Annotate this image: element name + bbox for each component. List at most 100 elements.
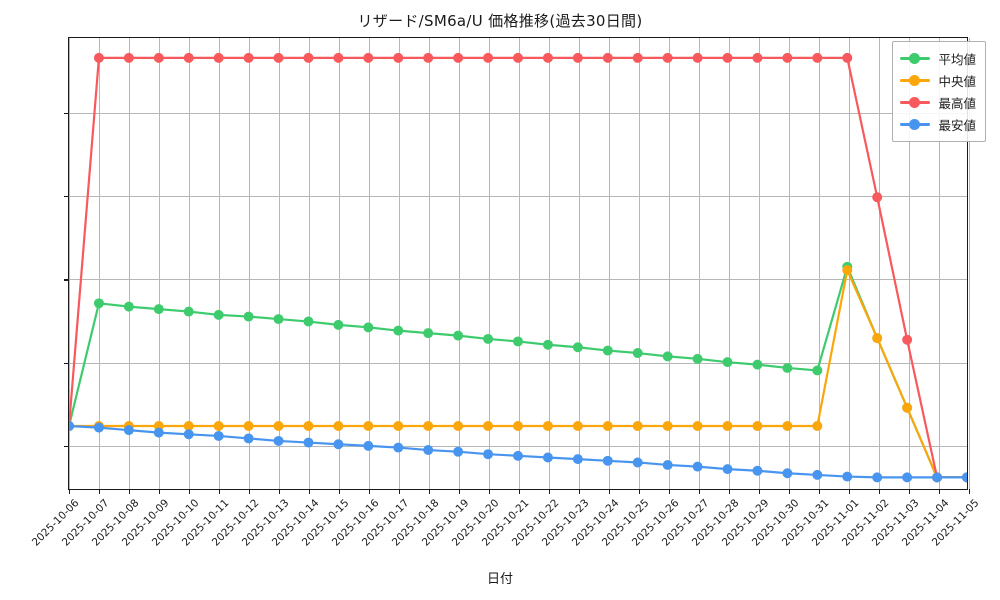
data-point <box>123 425 134 436</box>
legend-item-中央値[interactable]: 中央値 <box>900 69 976 91</box>
data-point <box>513 336 523 347</box>
data-point <box>183 429 194 440</box>
gridline-vertical <box>309 38 310 489</box>
data-point <box>423 445 434 456</box>
data-point <box>602 455 613 466</box>
gridline-vertical <box>69 38 70 489</box>
chart-title: リザード/SM6a/U 価格推移(過去30日間) <box>357 12 643 30</box>
x-tick-mark <box>489 489 491 494</box>
legend-marker-icon <box>900 51 931 65</box>
x-tick-mark <box>819 489 821 494</box>
x-tick-mark <box>129 489 131 494</box>
data-point <box>572 454 583 465</box>
x-tick-mark <box>669 489 671 494</box>
data-point <box>692 421 703 431</box>
gridline-vertical <box>789 38 790 489</box>
x-tick-mark <box>369 489 371 494</box>
data-point <box>662 459 673 470</box>
gridline-vertical <box>189 38 190 489</box>
legend-label: 最安値 <box>938 117 976 133</box>
data-point <box>632 348 643 359</box>
data-point <box>752 52 763 63</box>
y-tick-mark <box>64 279 69 281</box>
gridline-vertical <box>579 38 580 489</box>
grid-layer <box>69 38 970 489</box>
series-line <box>69 265 967 479</box>
x-tick-mark <box>939 489 941 494</box>
data-point <box>632 457 643 468</box>
data-point <box>273 314 284 325</box>
gridline-vertical <box>99 38 100 489</box>
data-point <box>902 402 913 413</box>
data-point <box>692 52 703 63</box>
gridline-vertical <box>429 38 430 489</box>
data-point <box>782 362 793 373</box>
gridline-vertical <box>609 38 610 489</box>
data-point <box>423 52 434 63</box>
data-point <box>213 309 224 320</box>
data-point <box>363 52 374 63</box>
data-point <box>243 311 254 322</box>
gridline-vertical <box>159 38 160 489</box>
data-point <box>453 52 464 63</box>
data-point <box>662 52 673 63</box>
data-point <box>752 359 763 370</box>
data-point <box>183 306 194 317</box>
data-point <box>303 437 314 448</box>
gridline-vertical <box>909 38 910 489</box>
gridline-vertical <box>639 38 640 489</box>
legend-item-平均値[interactable]: 平均値 <box>900 47 976 69</box>
gridline-vertical <box>489 38 490 489</box>
data-point <box>483 52 494 63</box>
x-tick-mark <box>699 489 701 494</box>
legend-label: 中央値 <box>938 73 976 89</box>
chart-legend: 平均値 中央値 最高値 最安値 <box>892 41 986 142</box>
x-tick-mark <box>789 489 791 494</box>
legend-label: 平均値 <box>938 51 976 67</box>
data-point <box>93 52 104 63</box>
data-point <box>542 452 553 463</box>
data-point <box>662 421 673 431</box>
gridline-vertical <box>219 38 220 489</box>
data-point <box>243 52 254 63</box>
x-tick-mark <box>429 489 431 494</box>
series-最高値 <box>69 52 967 483</box>
y-tick-mark <box>64 362 69 364</box>
data-point <box>393 421 404 431</box>
data-point <box>303 316 314 327</box>
data-point <box>692 353 703 364</box>
gridline-vertical <box>699 38 700 489</box>
legend-item-最安値[interactable]: 最安値 <box>900 113 976 135</box>
data-point <box>393 325 404 336</box>
series-layer <box>69 52 967 483</box>
data-point <box>363 421 374 431</box>
x-tick-mark <box>579 489 581 494</box>
x-tick-mark <box>759 489 761 494</box>
data-point <box>483 449 494 460</box>
legend-marker-icon <box>900 73 931 87</box>
gridline-vertical <box>129 38 130 489</box>
x-tick-mark <box>909 489 911 494</box>
series-最安値 <box>69 421 967 483</box>
data-point <box>602 345 613 356</box>
data-point <box>812 365 823 376</box>
x-tick-mark <box>609 489 611 494</box>
x-tick-mark <box>459 489 461 494</box>
data-point <box>722 464 733 475</box>
data-point <box>812 469 823 480</box>
series-平均値 <box>69 261 967 483</box>
data-point <box>273 421 284 431</box>
data-point <box>183 421 194 431</box>
data-point <box>273 435 284 446</box>
data-point <box>542 52 553 63</box>
data-point <box>902 334 913 345</box>
x-tick-mark <box>309 489 311 494</box>
legend-item-最高値[interactable]: 最高値 <box>900 91 976 113</box>
data-point <box>842 471 853 482</box>
data-point <box>782 52 793 63</box>
gridline-vertical <box>669 38 670 489</box>
data-point <box>722 421 733 431</box>
gridline-vertical <box>279 38 280 489</box>
data-point <box>782 468 793 479</box>
y-tick-mark <box>64 112 69 115</box>
